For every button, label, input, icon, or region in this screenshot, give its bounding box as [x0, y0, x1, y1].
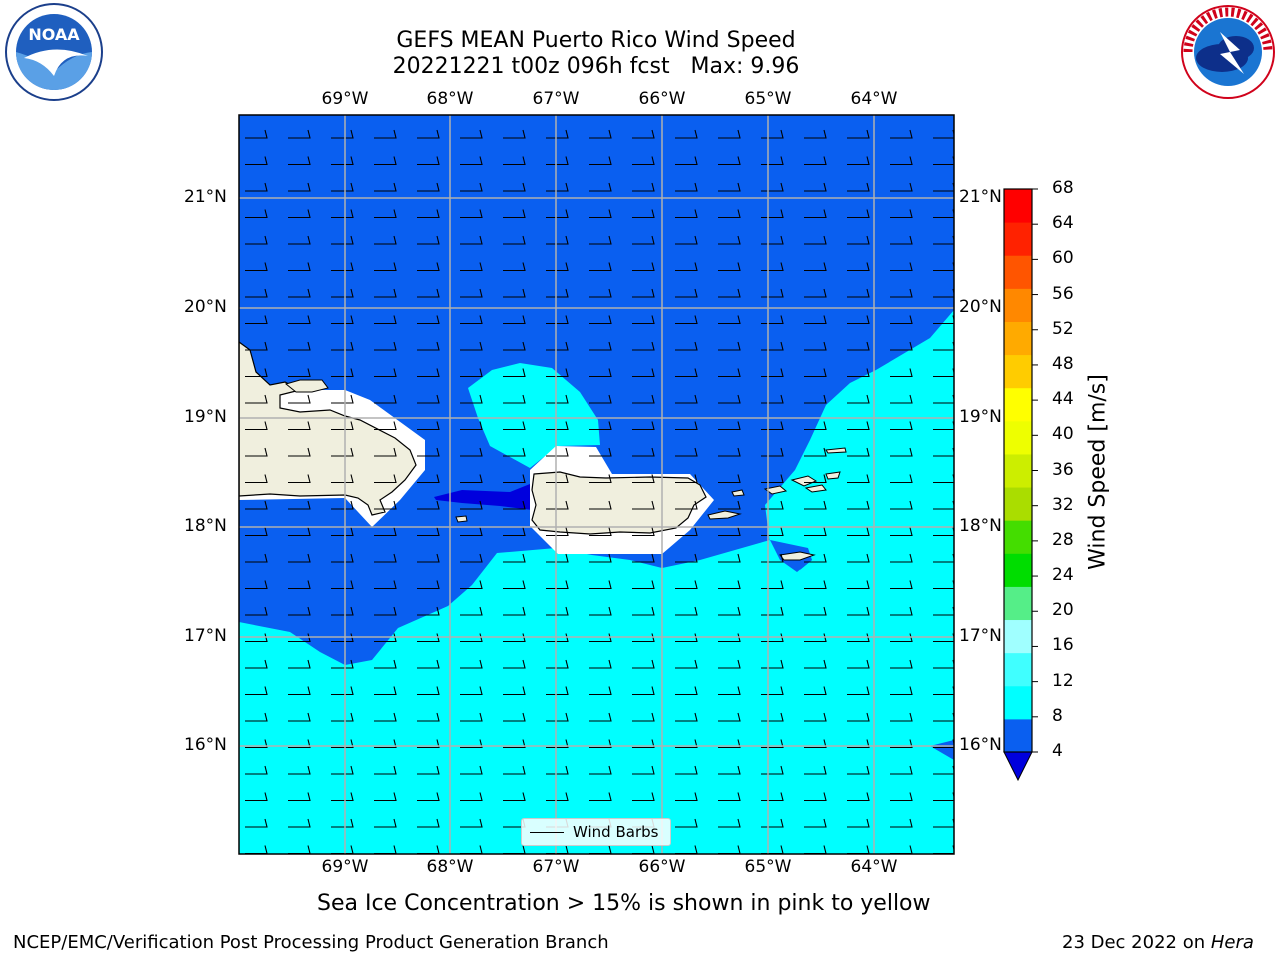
lon-tick-top: 68°W	[426, 89, 474, 109]
lon-tick-bottom: 64°W	[850, 857, 898, 877]
colorbar-tick-label: 44	[1052, 389, 1074, 410]
colorbar-tick-label: 8	[1052, 705, 1063, 726]
colorbar-band	[1004, 354, 1032, 389]
colorbar-band	[1004, 718, 1032, 753]
colorbar-tick-label: 12	[1052, 670, 1074, 691]
noaa-logo: NOAA	[5, 3, 103, 101]
lon-tick-bottom: 69°W	[321, 857, 369, 877]
map-gridlines	[239, 115, 954, 854]
footer-date: 23 Dec 2022 on Hera	[1062, 932, 1254, 953]
colorbar-band	[1004, 387, 1032, 422]
colorbar-band	[1004, 222, 1032, 256]
lat-tick-right: 19°N	[959, 407, 1002, 427]
lon-tick-top: 67°W	[532, 89, 580, 109]
colorbar-tick-label: 36	[1052, 459, 1074, 480]
footer-credit: NCEP/EMC/Verification Post Processing Pr…	[13, 932, 609, 953]
lon-tick-top: 69°W	[321, 89, 369, 109]
colorbar-extend-arrow	[1003, 751, 1033, 782]
lat-tick-right: 20°N	[959, 297, 1002, 317]
lat-tick-right: 21°N	[959, 187, 1002, 207]
colorbar-band	[1004, 685, 1032, 720]
colorbar-band	[1004, 619, 1032, 654]
colorbar-tick-label: 16	[1052, 635, 1074, 656]
legend-label: Wind Barbs	[573, 823, 659, 841]
colorbar-tick-label: 40	[1052, 424, 1074, 445]
colorbar-band	[1004, 586, 1032, 621]
colorbar-band	[1004, 453, 1032, 488]
map-subtitle: 20221221 t00z 096h fcst Max: 9.96	[392, 54, 800, 79]
colorbar-band	[1004, 553, 1032, 587]
colorbar-tick-label: 32	[1052, 494, 1074, 515]
colorbar	[1003, 188, 1038, 782]
colorbar-band	[1004, 652, 1032, 687]
colorbar-tick-label: 48	[1052, 353, 1074, 374]
colorbar-tick-label: 56	[1052, 283, 1074, 304]
colorbar-tick-label: 4	[1052, 741, 1063, 761]
colorbar-tick-label: 24	[1052, 565, 1074, 586]
wind-barbs	[239, 115, 954, 854]
footer-host: Hera	[1210, 932, 1254, 953]
lon-tick-bottom: 68°W	[426, 857, 474, 877]
colorbar-tick-label: 68	[1052, 178, 1074, 198]
lat-tick-left: 21°N	[184, 187, 227, 207]
lat-tick-left: 17°N	[184, 626, 227, 646]
sea-ice-caption: Sea Ice Concentration > 15% is shown in …	[317, 891, 931, 916]
colorbar-band	[1004, 189, 1032, 223]
map-legend: Wind Barbs	[521, 818, 671, 846]
colorbar-tick-label: 52	[1052, 318, 1074, 339]
lat-tick-right: 18°N	[959, 516, 1002, 536]
colorbar-tick-label: 28	[1052, 529, 1074, 550]
colorbar-band	[1004, 520, 1032, 554]
lon-tick-top: 65°W	[744, 89, 792, 109]
lon-tick-top: 66°W	[638, 89, 686, 109]
colorbar-tick-label: 60	[1052, 248, 1074, 269]
colorbar-tick-label: 20	[1052, 600, 1074, 621]
lat-tick-left: 16°N	[184, 735, 227, 755]
colorbar-band	[1004, 321, 1032, 356]
colorbar-label: Wind Speed [m/s]	[1085, 374, 1111, 570]
lat-tick-right: 16°N	[959, 735, 1002, 755]
lon-tick-top: 64°W	[850, 89, 898, 109]
lat-tick-right: 17°N	[959, 626, 1002, 646]
map-frame	[238, 114, 955, 855]
lon-tick-bottom: 65°W	[744, 857, 792, 877]
lon-tick-bottom: 67°W	[532, 857, 580, 877]
colorbar-band	[1004, 255, 1032, 289]
colorbar-band	[1004, 487, 1032, 521]
svg-text:NOAA: NOAA	[28, 25, 80, 44]
lon-tick-bottom: 66°W	[638, 857, 686, 877]
nws-logo	[1181, 5, 1275, 99]
lat-tick-left: 18°N	[184, 516, 227, 536]
lat-tick-left: 20°N	[184, 297, 227, 317]
map-title: GEFS MEAN Puerto Rico Wind Speed	[396, 28, 796, 53]
colorbar-band	[1004, 420, 1032, 455]
colorbar-tick-label: 64	[1052, 213, 1074, 234]
legend-line-sample	[530, 832, 564, 833]
colorbar-band	[1004, 288, 1032, 322]
lat-tick-left: 19°N	[184, 407, 227, 427]
